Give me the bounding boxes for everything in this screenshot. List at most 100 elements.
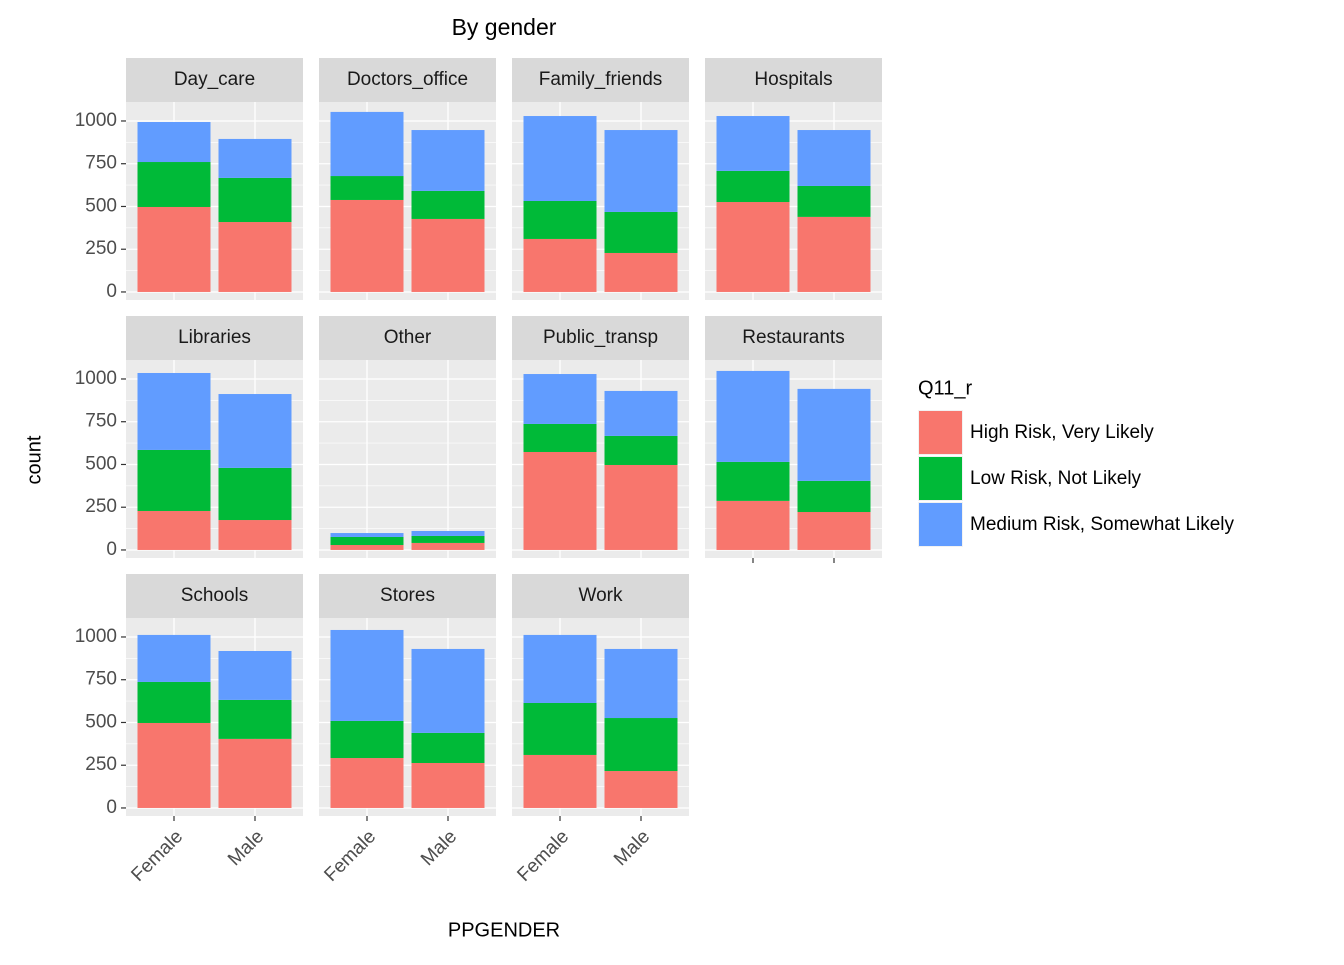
strip-label: Stores bbox=[380, 585, 435, 606]
bar bbox=[716, 461, 790, 501]
strip bbox=[705, 58, 882, 102]
bar bbox=[604, 718, 678, 772]
chart-title: By gender bbox=[452, 14, 557, 40]
bar bbox=[411, 762, 485, 808]
x-tick-label: Female bbox=[320, 826, 380, 886]
x-tick-label: Male bbox=[224, 826, 268, 870]
bar bbox=[330, 758, 404, 808]
bar bbox=[330, 176, 404, 200]
bar bbox=[411, 648, 485, 733]
strip bbox=[319, 574, 496, 618]
strip-label: Work bbox=[579, 585, 623, 606]
bar bbox=[218, 699, 292, 739]
bar bbox=[716, 116, 790, 171]
bar bbox=[218, 177, 292, 223]
strip bbox=[126, 58, 303, 102]
bar bbox=[523, 116, 597, 201]
bar bbox=[604, 771, 678, 808]
bar bbox=[411, 218, 485, 292]
strip-label: Libraries bbox=[178, 327, 251, 348]
bar bbox=[716, 170, 790, 203]
strip bbox=[512, 58, 689, 102]
bar bbox=[716, 202, 790, 292]
legend-title: Q11_r bbox=[918, 377, 972, 399]
y-tick-label: 0 bbox=[106, 797, 117, 818]
y-tick-label: 250 bbox=[85, 238, 117, 259]
strip-label: Other bbox=[384, 327, 432, 348]
bar bbox=[330, 720, 404, 759]
bar bbox=[137, 634, 211, 682]
bar bbox=[137, 162, 211, 207]
legend-swatch bbox=[919, 457, 962, 500]
bar bbox=[411, 130, 485, 191]
bar bbox=[604, 252, 678, 292]
legend-label: High Risk, Very Likely bbox=[970, 422, 1154, 443]
bar bbox=[137, 722, 211, 808]
bar bbox=[218, 222, 292, 292]
bar bbox=[604, 130, 678, 212]
legend-swatch bbox=[919, 411, 962, 454]
y-tick-label: 750 bbox=[85, 153, 117, 174]
bar bbox=[137, 510, 211, 550]
bar bbox=[411, 542, 485, 550]
legend-swatch bbox=[919, 503, 962, 546]
bar bbox=[797, 480, 871, 513]
bar bbox=[330, 199, 404, 292]
bar bbox=[330, 111, 404, 177]
x-tick-label: Female bbox=[513, 826, 573, 886]
strip bbox=[126, 316, 303, 360]
bar bbox=[604, 390, 678, 436]
bar bbox=[523, 374, 597, 424]
bar bbox=[604, 435, 678, 465]
bar bbox=[330, 545, 404, 550]
legend-label: Medium Risk, Somewhat Likely bbox=[970, 514, 1234, 535]
y-tick-label: 1000 bbox=[75, 368, 117, 389]
bar bbox=[137, 372, 211, 450]
bar bbox=[411, 732, 485, 763]
y-tick-label: 500 bbox=[85, 711, 117, 732]
bar bbox=[797, 130, 871, 186]
bar bbox=[330, 533, 404, 537]
bar bbox=[411, 530, 485, 536]
bar bbox=[604, 464, 678, 550]
bar bbox=[604, 648, 678, 719]
bar bbox=[523, 634, 597, 703]
bar bbox=[330, 536, 404, 546]
bar bbox=[523, 754, 597, 808]
strip bbox=[512, 574, 689, 618]
strip bbox=[512, 316, 689, 360]
bar bbox=[137, 122, 211, 163]
y-tick-label: 500 bbox=[85, 195, 117, 216]
bar bbox=[218, 138, 292, 178]
strip-label: Hospitals bbox=[754, 69, 832, 90]
bar bbox=[797, 388, 871, 481]
bar bbox=[716, 370, 790, 462]
bar bbox=[604, 211, 678, 253]
y-tick-label: 750 bbox=[85, 411, 117, 432]
x-tick-label: Female bbox=[127, 826, 187, 886]
panel-bg bbox=[319, 360, 496, 558]
bar bbox=[523, 423, 597, 452]
bar bbox=[797, 185, 871, 217]
bar bbox=[523, 451, 597, 550]
strip-label: Restaurants bbox=[742, 327, 844, 348]
y-tick-label: 750 bbox=[85, 669, 117, 690]
bar bbox=[137, 681, 211, 723]
bar bbox=[523, 201, 597, 239]
y-tick-label: 0 bbox=[106, 281, 117, 302]
bar bbox=[218, 738, 292, 808]
x-tick-label: Male bbox=[417, 826, 461, 870]
bar bbox=[218, 394, 292, 468]
strip-label: Day_care bbox=[174, 69, 255, 90]
bar bbox=[523, 702, 597, 755]
bar bbox=[523, 238, 597, 292]
strip bbox=[126, 574, 303, 618]
y-tick-label: 1000 bbox=[75, 110, 117, 131]
strip bbox=[319, 316, 496, 360]
x-tick-label: Male bbox=[610, 826, 654, 870]
strip-label: Family_friends bbox=[539, 69, 663, 90]
bar bbox=[218, 467, 292, 521]
y-tick-label: 1000 bbox=[75, 626, 117, 647]
x-axis-title: PPGENDER bbox=[448, 919, 560, 941]
